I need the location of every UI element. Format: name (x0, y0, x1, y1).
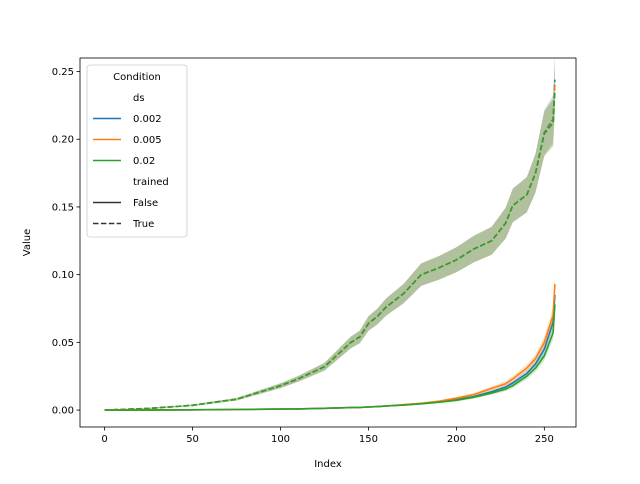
legend: Condition ds 0.002 0.005 0.02 trained False Tru… (86, 64, 188, 238)
x-tick-label: 150 (359, 434, 378, 445)
legend-entry-label: False (133, 198, 158, 209)
y-tick-label: 0.00 (52, 406, 74, 417)
x-tick-label: 100 (271, 434, 290, 445)
y-tick-label: 0.10 (52, 270, 74, 281)
legend-entry-label: 0.005 (133, 135, 162, 146)
y-tick-label: 0.20 (52, 135, 74, 146)
y-tick-label: 0.15 (52, 202, 74, 213)
series-line-ds-0.02-trained-False (104, 304, 556, 411)
x-axis-label: Index (314, 459, 342, 470)
y-axis: 0.00 0.05 0.10 0.15 0.20 0.25 (52, 67, 80, 417)
x-tick-label: 0 (101, 434, 107, 445)
x-tick-label: 250 (535, 434, 554, 445)
y-axis-label: Value (22, 229, 33, 256)
legend-entry-label: True (132, 219, 154, 230)
legend-box (86, 64, 188, 238)
legend-group-header: ds (133, 93, 145, 104)
plot-frame (79, 57, 577, 428)
legend-entry-label: 0.002 (133, 114, 162, 125)
legend-group-header: trained (133, 177, 169, 188)
legend-entry-label: 0.02 (133, 156, 155, 167)
x-tick-label: 50 (186, 434, 199, 445)
legend-title: Condition (113, 72, 161, 83)
y-tick-label: 0.25 (52, 67, 74, 78)
series-layer (104, 52, 556, 411)
series-line-ds-0.02-trained-True (104, 90, 556, 411)
y-tick-label: 0.05 (52, 338, 74, 349)
x-axis: 0 50 100 150 200 250 (101, 427, 554, 445)
x-tick-label: 200 (447, 434, 466, 445)
